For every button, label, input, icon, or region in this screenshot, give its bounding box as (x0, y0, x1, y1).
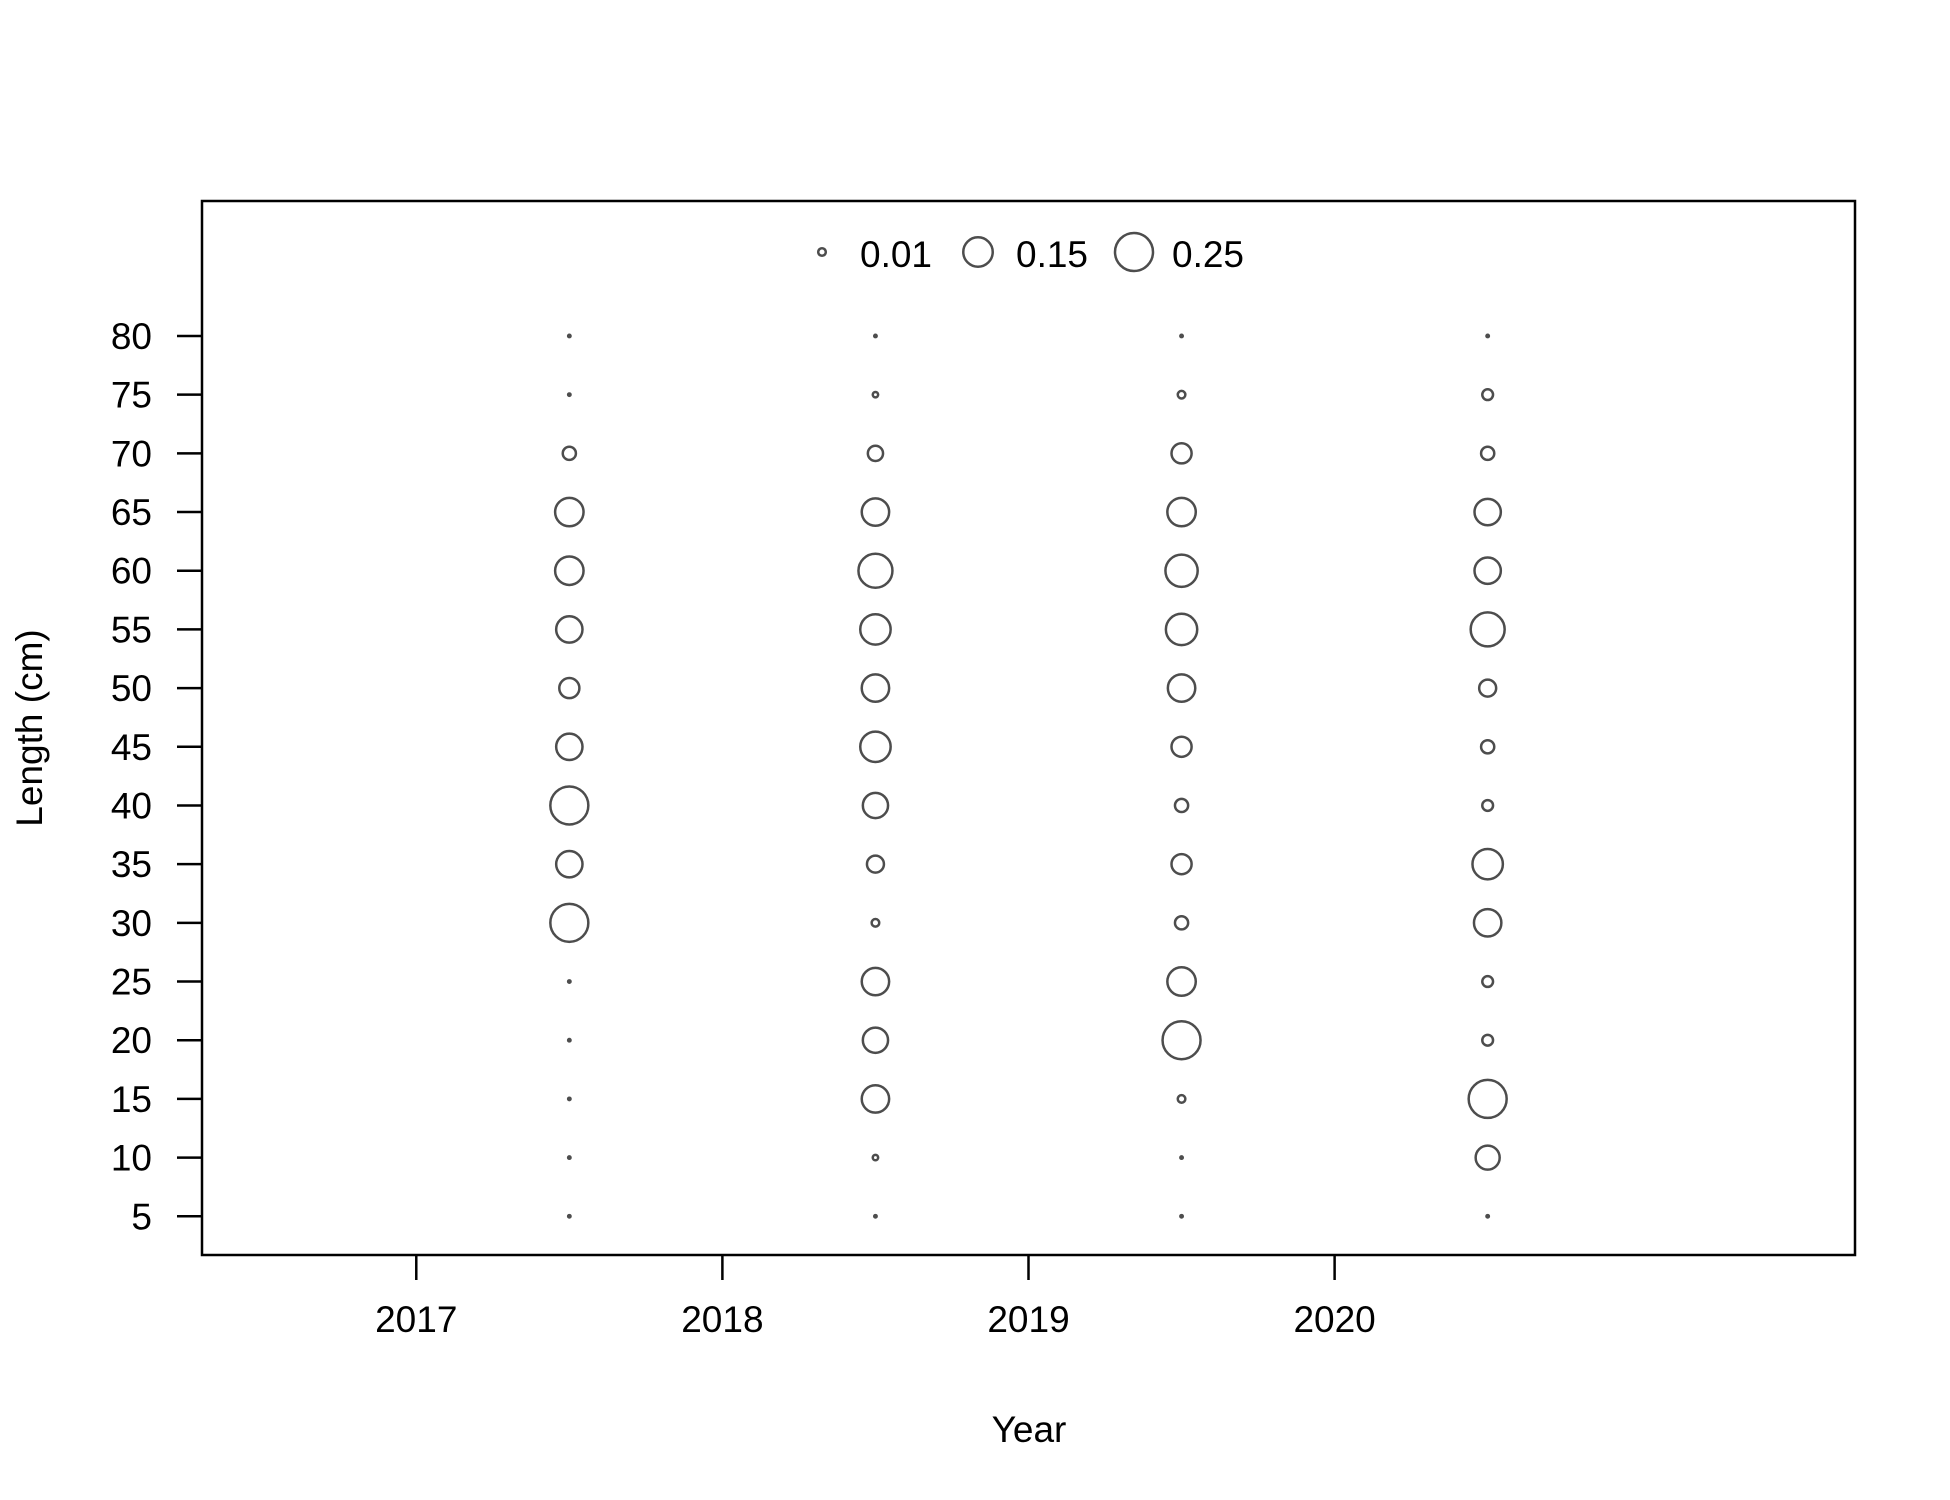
y-tick-label: 30 (111, 903, 152, 944)
bubble-point (858, 612, 892, 646)
plot-frame (200, 199, 1857, 1257)
y-tick-label: 35 (111, 844, 152, 885)
bubble-point (860, 497, 891, 527)
bubble-point (566, 1037, 572, 1043)
y-tick-label: 15 (111, 1079, 152, 1120)
bubble-point (860, 966, 891, 997)
bubble-point (1473, 556, 1503, 586)
bubble-point (1481, 388, 1495, 402)
bubble-point (1472, 907, 1503, 938)
bubble-point (872, 1213, 878, 1219)
y-tick-label: 45 (111, 727, 152, 768)
bubble-point (1164, 612, 1199, 647)
y-tick-label: 55 (111, 609, 152, 650)
legend-bubble (962, 236, 994, 268)
legend-bubble (816, 246, 828, 258)
bubble-point (857, 552, 894, 589)
bubble-point (549, 785, 590, 826)
bubble-point (1166, 966, 1198, 997)
y-tick-label: 40 (111, 785, 152, 826)
bubble-point (1170, 852, 1193, 876)
bubble-point (566, 1155, 572, 1161)
bubble-point (566, 1213, 572, 1219)
bubble-point (553, 555, 585, 587)
bubble-point (871, 390, 880, 399)
bubble-point (860, 673, 891, 704)
bubbles (549, 333, 1508, 1219)
bubble-point (1179, 1213, 1185, 1219)
y-tick-label: 25 (111, 962, 152, 1003)
bubble-point (866, 444, 885, 463)
x-tick-label: 2020 (1293, 1299, 1375, 1340)
bubble-point (561, 445, 578, 462)
legend: 0.01 0.15 0.25 (816, 231, 1244, 275)
bubble-point (1477, 678, 1498, 698)
y-tick-label: 50 (111, 668, 152, 709)
bubble-point (566, 333, 572, 339)
bubble-point (549, 902, 590, 944)
bubble-point (1481, 1033, 1495, 1047)
bubble-point (1164, 553, 1199, 589)
bubble-point (566, 1096, 572, 1102)
bubble-point (566, 979, 572, 984)
bubble-point (1176, 389, 1187, 400)
y-tick-label: 10 (111, 1138, 152, 1179)
bubble-point (1166, 496, 1198, 528)
x-tick-label: 2017 (375, 1299, 457, 1340)
bubble-point (865, 854, 886, 874)
bubble-point (1473, 497, 1503, 527)
y-axis-title: Length (cm) (9, 629, 50, 826)
y-tick-label: 75 (111, 375, 152, 416)
y-tick-label: 60 (111, 551, 152, 592)
x-tick-label: 2018 (681, 1299, 763, 1340)
legend-bubble (1113, 231, 1155, 273)
bubble-point (554, 614, 584, 644)
legend-label: 0.15 (1016, 234, 1088, 275)
legend-label: 0.01 (860, 234, 932, 275)
bubble-point (1481, 798, 1495, 813)
bubble-point (1481, 974, 1495, 989)
y-tick-label: 20 (111, 1020, 152, 1061)
y-tick-label: 5 (131, 1196, 152, 1237)
bubble-point (1170, 735, 1193, 759)
bubble-point (1173, 797, 1190, 814)
bubble-point (1170, 442, 1193, 465)
x-axis-title: Year (992, 1409, 1067, 1450)
bubble-point (1179, 1155, 1185, 1161)
bubble-point (554, 732, 584, 762)
bubble-point (1179, 333, 1185, 339)
bubble-point (1479, 445, 1496, 462)
y-axis: 5 10 15 20 25 30 35 40 45 50 55 60 65 70 75 80 (111, 316, 202, 1237)
legend-label: 0.25 (1172, 234, 1244, 275)
bubble-point (1474, 1144, 1501, 1171)
bubble-point (554, 849, 584, 879)
bubble-point (870, 917, 881, 928)
bubble-point (1469, 611, 1506, 648)
bubble-point (1166, 673, 1197, 704)
x-axis: 2017 2018 2019 2020 (375, 1255, 1376, 1340)
bubble-point (1485, 1213, 1491, 1219)
bubble-point (1479, 738, 1496, 755)
bubble-point (1467, 1078, 1508, 1120)
bubble-point (861, 791, 890, 820)
x-tick-label: 2019 (987, 1299, 1069, 1340)
bubble-point (1471, 847, 1505, 881)
y-tick-label: 80 (111, 316, 152, 357)
bubble-point (566, 392, 572, 398)
bubble-point (860, 1083, 891, 1114)
bubble-point (553, 496, 585, 528)
bubble-point (558, 676, 581, 700)
bubble-point (872, 333, 878, 339)
y-tick-label: 70 (111, 433, 152, 474)
bubble-point (871, 1153, 880, 1162)
y-tick-label: 65 (111, 492, 152, 533)
bubble-point (1176, 1093, 1187, 1104)
bubble-point (861, 1026, 890, 1055)
bubble-point (1173, 915, 1190, 931)
bubble-point (858, 730, 892, 764)
bubble-point (1161, 1019, 1202, 1061)
bubble-point (1485, 333, 1491, 339)
